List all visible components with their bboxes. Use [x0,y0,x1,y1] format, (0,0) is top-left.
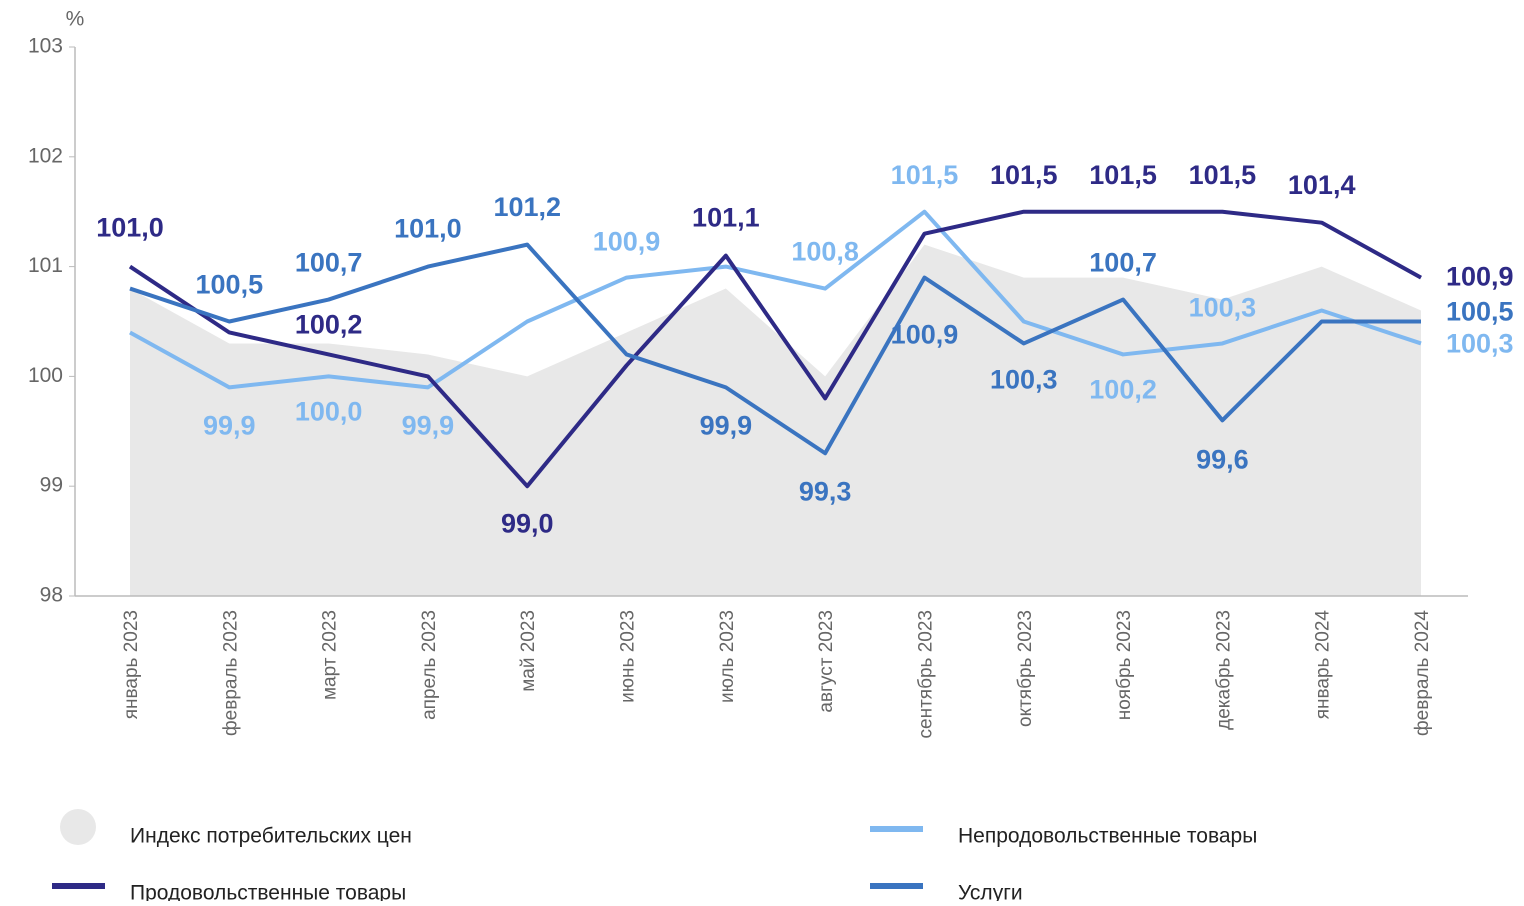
y-tick-label: 99 [40,474,63,497]
value-label: 100,9 [1446,262,1514,292]
value-label: 100,5 [196,270,264,300]
x-tick-label: сентябрь 2023 [915,610,936,738]
x-tick-label: январь 2024 [1313,610,1334,720]
x-tick-label: январь 2023 [121,610,142,719]
x-tick-label: март 2023 [320,610,341,700]
value-label: 101,0 [394,214,462,244]
legend-label: Продовольственные товары [130,882,406,901]
value-label: 100,7 [295,248,363,278]
value-label: 99,3 [799,476,852,506]
value-label: 100,8 [791,237,859,267]
line [129,209,1422,390]
value-label: 100,3 [990,365,1058,395]
value-label: 100,2 [1089,375,1157,405]
value-label: 101,5 [1089,160,1157,190]
value-label: 100,3 [1189,293,1257,323]
value-label: 99,9 [700,411,753,441]
value-label: 101,2 [493,192,561,222]
value-label: 100,7 [1089,248,1157,278]
x-tick-label: май 2023 [518,610,539,692]
value-label: 100,5 [1446,297,1514,327]
value-label: 99,6 [1196,444,1249,474]
x-tick-label: декабрь 2023 [1213,610,1234,730]
y-tick-label: 100 [28,364,63,387]
value-label: 101,1 [692,203,760,233]
value-label: 101,4 [1288,170,1356,200]
value-label: 101,5 [891,160,959,190]
value-label: 100,9 [891,320,959,350]
x-tick-label: июль 2023 [717,610,738,703]
value-label: 100,9 [593,227,661,257]
x-tick-label: февраль 2023 [220,610,241,736]
x-tick-label: ноябрь 2023 [1114,610,1135,720]
value-label: 99,9 [203,411,256,441]
legend-label: Услуги [958,882,1023,901]
value-label: 101,0 [96,213,164,243]
y-tick-label: 98 [40,584,63,607]
x-tick-label: февраль 2024 [1412,610,1433,736]
y-unit: % [66,8,85,31]
value-label: 101,5 [1189,160,1257,190]
legend-label: Непродовольственные товары [958,825,1257,848]
y-tick-label: 103 [28,35,63,58]
value-label: 100,2 [295,310,363,340]
legend-label: Индекс потребительских цен [130,825,412,848]
value-label: 99,9 [402,411,455,441]
x-tick-label: август 2023 [816,610,837,713]
x-tick-label: октябрь 2023 [1015,610,1036,727]
value-label: 99,0 [501,508,554,538]
value-label: 100,3 [1446,329,1514,359]
value-label: 100,0 [295,397,363,427]
y-tick-label: 102 [28,144,63,167]
line [129,242,1421,456]
x-tick-label: июнь 2023 [618,610,639,703]
y-tick-label: 101 [28,254,63,277]
x-tick-label: апрель 2023 [419,610,440,720]
line [128,209,1422,489]
value-label: 101,5 [990,160,1058,190]
legend-swatch [60,809,96,845]
